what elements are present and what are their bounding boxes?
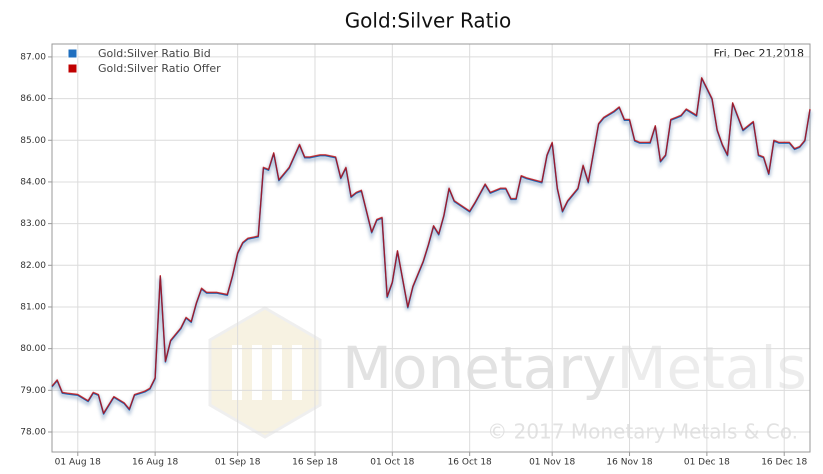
y-tick-label: 80.00: [20, 344, 46, 354]
y-tick-label: 82.00: [20, 261, 46, 271]
watermark: MonetaryMetals: [342, 334, 807, 402]
plot-frame: [51, 43, 811, 453]
x-tick-label: 16 Dec 18: [761, 458, 807, 468]
legend-swatch: [67, 63, 78, 74]
y-tick-label: 85.00: [20, 136, 46, 146]
y-tick-label: 81.00: [20, 302, 46, 312]
x-tick-label: 16 Oct 18: [448, 458, 492, 468]
watermark-part: Monetary: [342, 334, 616, 402]
x-tick-label: 01 Sep 18: [215, 458, 261, 468]
x-tick-label: 16 Nov 18: [606, 458, 652, 468]
y-tick-label: 83.00: [20, 219, 46, 229]
watermark-part: Metals: [616, 334, 806, 402]
y-tick-label: 86.00: [20, 94, 46, 104]
grid: [52, 44, 810, 452]
x-tick-label: 01 Oct 18: [370, 458, 414, 468]
y-tick-label: 78.00: [20, 427, 46, 437]
x-tick-label: 01 Nov 18: [529, 458, 575, 468]
x-tick-label: 01 Dec 18: [684, 458, 730, 468]
y-tick-label: 87.00: [20, 52, 46, 62]
series-line: [51, 77, 811, 414]
legend-label: Gold:Silver Ratio Bid: [98, 47, 211, 60]
x-tick-label: 01 Aug 18: [55, 458, 101, 468]
chart-title: Gold:Silver Ratio: [345, 9, 512, 33]
x-tick-label: 16 Sep 18: [292, 458, 338, 468]
annotation: Fri, Dec 21,2018: [714, 47, 804, 60]
legend-label: Gold:Silver Ratio Offer: [98, 62, 221, 75]
y-tick-label: 84.00: [20, 177, 46, 187]
legend-swatch: [67, 48, 78, 59]
lines: [50, 73, 812, 422]
x-tick-label: 16 Aug 18: [132, 458, 178, 468]
y-tick-label: 79.00: [20, 386, 46, 396]
